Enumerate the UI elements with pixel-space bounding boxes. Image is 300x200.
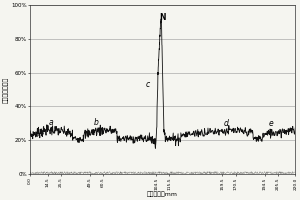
- Text: N: N: [159, 13, 165, 22]
- Text: e: e: [269, 119, 274, 128]
- Y-axis label: 疏松体积百分比: 疏松体积百分比: [3, 76, 8, 103]
- X-axis label: 板坑厚度，mm: 板坑厚度，mm: [147, 192, 178, 197]
- Text: c: c: [146, 80, 150, 89]
- Text: a: a: [48, 118, 53, 127]
- Text: d: d: [224, 119, 229, 128]
- Text: b: b: [94, 118, 99, 127]
